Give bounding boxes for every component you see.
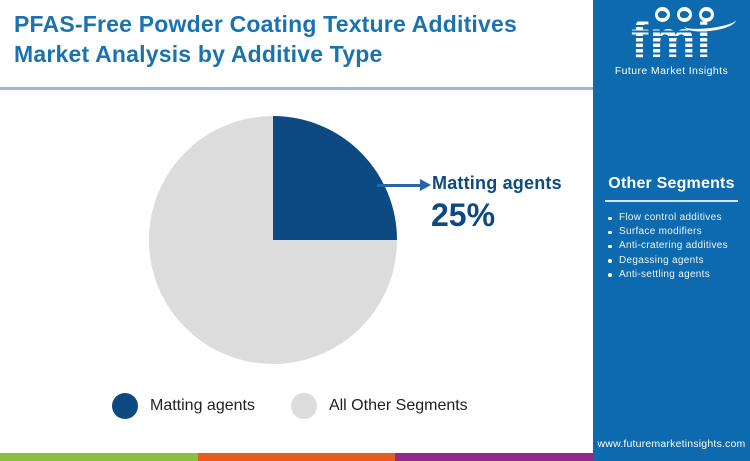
list-item: Surface modifiers	[603, 225, 740, 239]
americas-map-icon	[655, 7, 670, 22]
callout-value: 25%	[431, 197, 496, 233]
page-title: PFAS-Free Powder Coating Texture Additiv…	[14, 11, 517, 67]
list-item: Anti-cratering additives	[603, 239, 740, 253]
brand-sidebar: fmi Future Market Insights Other Segment…	[593, 0, 750, 461]
logo-tagline: Future Market Insights	[614, 65, 729, 78]
legend-item-matting-agents: Matting agents	[112, 393, 255, 419]
footer-bar-green-segment	[0, 453, 198, 461]
other-segments-heading: Other Segments	[608, 175, 735, 192]
emea-map-icon	[677, 7, 692, 22]
website-link[interactable]: www.futuremarketinsights.com	[597, 438, 746, 450]
list-item: Degassing agents	[603, 254, 740, 268]
list-item: Flow control additives	[603, 211, 740, 225]
logo-globe-icons	[619, 7, 750, 22]
footer-bar-purple-segment	[395, 453, 594, 461]
other-segments-list: Flow control additives Surface modifiers…	[603, 211, 740, 282]
legend-dot-all-other-segments	[290, 393, 317, 419]
title-divider	[0, 87, 593, 90]
legend-label: Matting agents	[150, 397, 255, 414]
callout-arrowhead-icon	[420, 179, 431, 191]
callout-label: Matting agents	[432, 173, 562, 193]
footer-bar-orange-segment	[197, 453, 396, 461]
list-item: Anti-settling agents	[603, 268, 740, 282]
fmi-logo: fmi Future Market Insights	[593, 7, 750, 99]
legend-dot-matting-agents	[112, 393, 138, 419]
chart-legend: Matting agents All Other Segments	[112, 393, 468, 419]
callout-arrow	[377, 184, 421, 187]
other-segments-divider	[605, 200, 738, 202]
pie-chart	[149, 116, 397, 364]
legend-label: All Other Segments	[328, 397, 468, 414]
legend-item-all-other-segments: All Other Segments	[290, 393, 468, 419]
apac-map-icon	[699, 7, 714, 22]
other-segments-panel: Other Segments Flow control additives Su…	[593, 175, 750, 282]
logo-wordmark: fmi	[631, 11, 712, 69]
footer-color-bar	[0, 453, 594, 461]
main-content-area: PFAS-Free Powder Coating Texture Additiv…	[0, 11, 594, 461]
